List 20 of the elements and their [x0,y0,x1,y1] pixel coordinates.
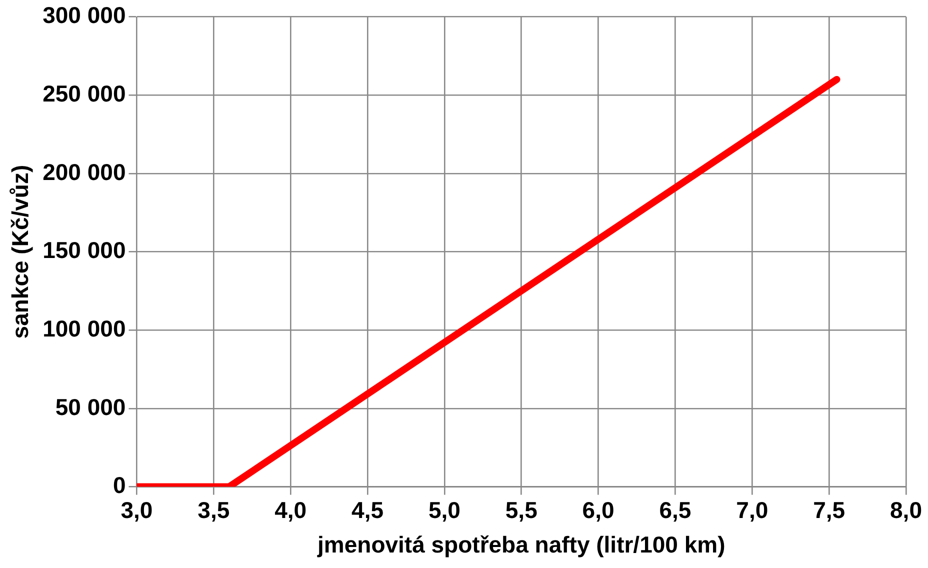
x-tick-label: 4,0 [274,496,307,523]
y-axis-title: sankce (Kč/vůz) [7,164,34,339]
x-tick-label: 8,0 [890,496,922,523]
x-tick-label: 3,0 [120,496,153,523]
x-tick-label: 7,5 [813,496,846,523]
y-tick-label: 0 [112,472,126,498]
x-tick-label: 7,0 [736,496,768,523]
x-axis-title: jmenovitá spotřeba nafty (litr/100 km) [316,532,726,558]
y-tick-label: 250 000 [42,80,126,106]
y-tick-label: 100 000 [42,315,126,342]
x-tick-label: 6,0 [582,496,614,523]
y-tick-label: 150 000 [42,237,126,264]
y-tick-label: 300 000 [42,2,126,28]
x-tick-label: 6,5 [659,496,692,523]
x-tick-label: 4,5 [352,496,384,523]
x-tick-label: 5,5 [505,496,538,523]
x-tick-label: 5,0 [428,496,460,523]
y-tick-label: 50 000 [55,394,126,420]
y-tick-label: 200 000 [42,158,126,185]
x-tick-label: 3,5 [198,496,230,523]
